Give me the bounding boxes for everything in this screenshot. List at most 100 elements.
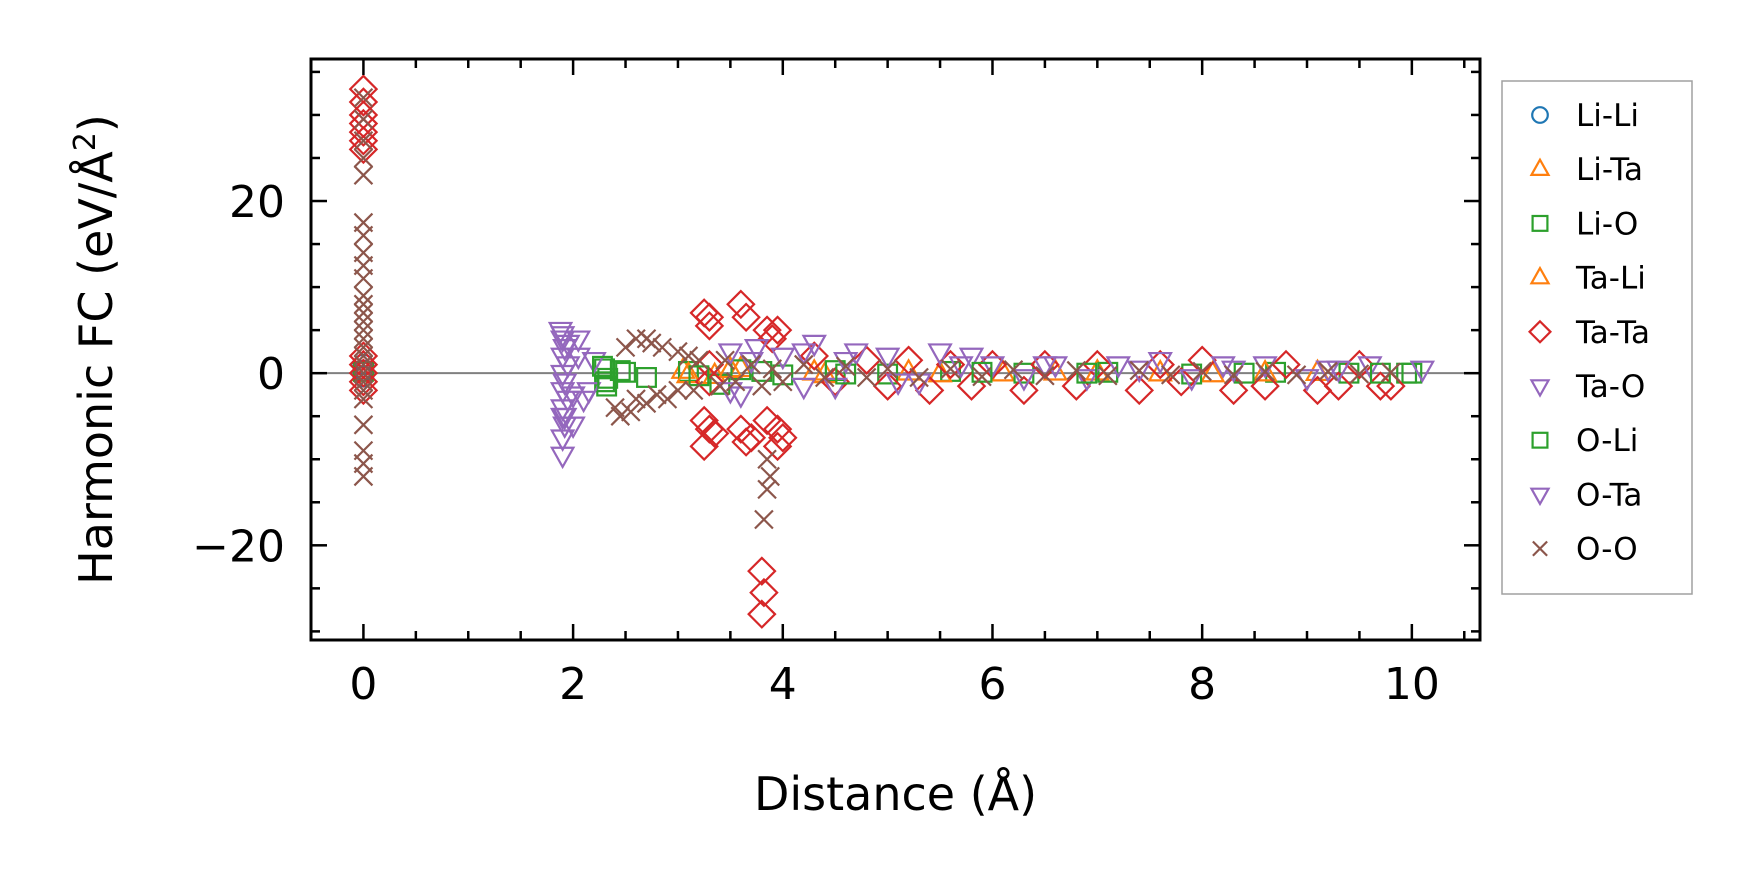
point-o-ta-12 — [1126, 360, 1152, 384]
point-o-o-1 — [353, 109, 374, 130]
point-o-o-55 — [793, 354, 814, 375]
point-ta-o-29 — [927, 343, 953, 366]
point-o-o-23 — [353, 415, 374, 435]
point-o-o-11 — [353, 294, 374, 315]
y-axis-title-close: ) — [69, 114, 123, 132]
point-o-o-56 — [814, 367, 835, 388]
y-axis-title-superscript: 2 — [68, 132, 103, 151]
point-o-o-45 — [715, 350, 735, 371]
point-o-ta-9 — [885, 373, 911, 397]
legend-label-ta-ta: Ta-Ta — [1575, 315, 1650, 351]
legend-label-ta-o: Ta-O — [1575, 369, 1645, 405]
point-o-o-22 — [353, 389, 374, 409]
point-o-o-40 — [668, 380, 688, 401]
point-ta-ta-33 — [747, 556, 777, 586]
point-o-o-26 — [353, 466, 374, 487]
point-o-o-4 — [353, 165, 374, 185]
point-ta-ta-49 — [1124, 375, 1155, 406]
point-ta-ta-34 — [749, 577, 779, 608]
point-ta-ta-26 — [752, 315, 782, 345]
legend-marker-ta-ta — [1527, 319, 1553, 344]
legend-entry-o-ta: O-Ta — [1529, 477, 1642, 513]
point-o-li-5 — [835, 363, 857, 385]
point-o-o-44 — [710, 376, 730, 396]
point-li-ta-7 — [1199, 359, 1226, 383]
point-o-o-53 — [762, 359, 783, 379]
series-o-o — [353, 87, 1401, 530]
point-o-o-30 — [620, 402, 641, 422]
point-ta-o-35 — [1105, 356, 1131, 379]
point-o-o-28 — [610, 406, 631, 426]
point-ta-ta-25 — [736, 422, 767, 453]
legend-marker-ta-li — [1529, 265, 1551, 285]
point-o-o-74 — [1349, 364, 1370, 384]
legend-label-li-ta: Li-Ta — [1576, 152, 1643, 188]
point-o-o-47 — [741, 354, 762, 375]
point-o-o-39 — [668, 341, 688, 362]
point-o-o-46 — [725, 372, 746, 392]
point-ta-o-14 — [560, 416, 586, 440]
point-ta-o-32 — [1011, 369, 1037, 392]
point-ta-ta-50 — [1145, 349, 1175, 380]
point-o-o-12 — [353, 303, 374, 323]
point-o-o-37 — [652, 337, 673, 358]
point-o-o-73 — [1318, 361, 1338, 382]
point-ta-ta-1 — [348, 87, 379, 117]
point-o-o-66 — [1098, 365, 1118, 386]
ticks-layer — [311, 59, 1480, 640]
legend-marker-li-li — [1531, 106, 1549, 124]
point-ta-ta-19 — [694, 349, 725, 380]
point-o-o-65 — [1066, 360, 1087, 381]
point-ta-o-23 — [791, 343, 817, 366]
point-o-ta-1 — [552, 407, 578, 431]
point-o-o-67 — [1129, 360, 1150, 381]
point-o-o-60 — [909, 367, 929, 388]
point-ta-ta-30 — [762, 414, 793, 444]
point-o-li-0 — [592, 355, 613, 377]
x-tick-label: 8 — [1188, 659, 1216, 710]
point-ta-ta-18 — [689, 431, 719, 462]
legend-label-li-o: Li-O — [1576, 206, 1638, 242]
point-o-o-19 — [353, 363, 374, 383]
legend-entry-ta-o: Ta-O — [1529, 369, 1645, 405]
point-o-ta-4 — [565, 347, 592, 371]
point-ta-ta-39 — [872, 371, 903, 401]
point-o-ta-13 — [1220, 360, 1247, 384]
series-o-ta — [549, 326, 1341, 431]
point-ta-ta-45 — [1009, 375, 1039, 406]
point-o-ta-10 — [948, 356, 974, 379]
point-o-o-32 — [626, 389, 646, 409]
point-o-o-68 — [1160, 365, 1181, 385]
legend-marker-o-ta — [1529, 487, 1551, 507]
point-ta-ta-41 — [914, 375, 945, 406]
point-ta-o-43 — [1409, 360, 1436, 384]
point-ta-o-18 — [581, 351, 607, 375]
point-o-o-54 — [773, 372, 793, 392]
legend-label-o-li: O-Li — [1576, 423, 1638, 459]
point-o-ta-5 — [717, 382, 744, 405]
point-o-ta-11 — [1032, 356, 1058, 379]
point-li-o-5 — [636, 367, 657, 388]
point-o-o-59 — [877, 359, 898, 379]
point-ta-ta-21 — [726, 289, 756, 320]
point-o-o-62 — [972, 366, 992, 387]
x-tick-label: 10 — [1384, 659, 1440, 710]
point-o-o-29 — [615, 337, 636, 358]
point-ta-o-22 — [770, 347, 796, 371]
point-ta-ta-20 — [694, 367, 725, 397]
legend-frame — [1501, 80, 1693, 595]
point-ta-o-36 — [1147, 351, 1173, 375]
point-o-o-34 — [636, 393, 657, 414]
point-ta-o-42 — [1357, 356, 1383, 379]
point-ta-ta-6 — [348, 134, 379, 165]
point-ta-ta-55 — [1271, 349, 1301, 380]
legend-entry-li-li: Li-Li — [1531, 98, 1639, 134]
point-o-o-27 — [605, 397, 625, 418]
point-o-o-18 — [353, 354, 374, 375]
point-o-o-14 — [353, 320, 374, 340]
point-ta-ta-13 — [694, 302, 725, 332]
y-axis-title-main: Harmonic FC (eV/Å — [69, 151, 123, 585]
point-ta-o-25 — [822, 377, 848, 401]
point-ta-o-15 — [565, 330, 592, 353]
